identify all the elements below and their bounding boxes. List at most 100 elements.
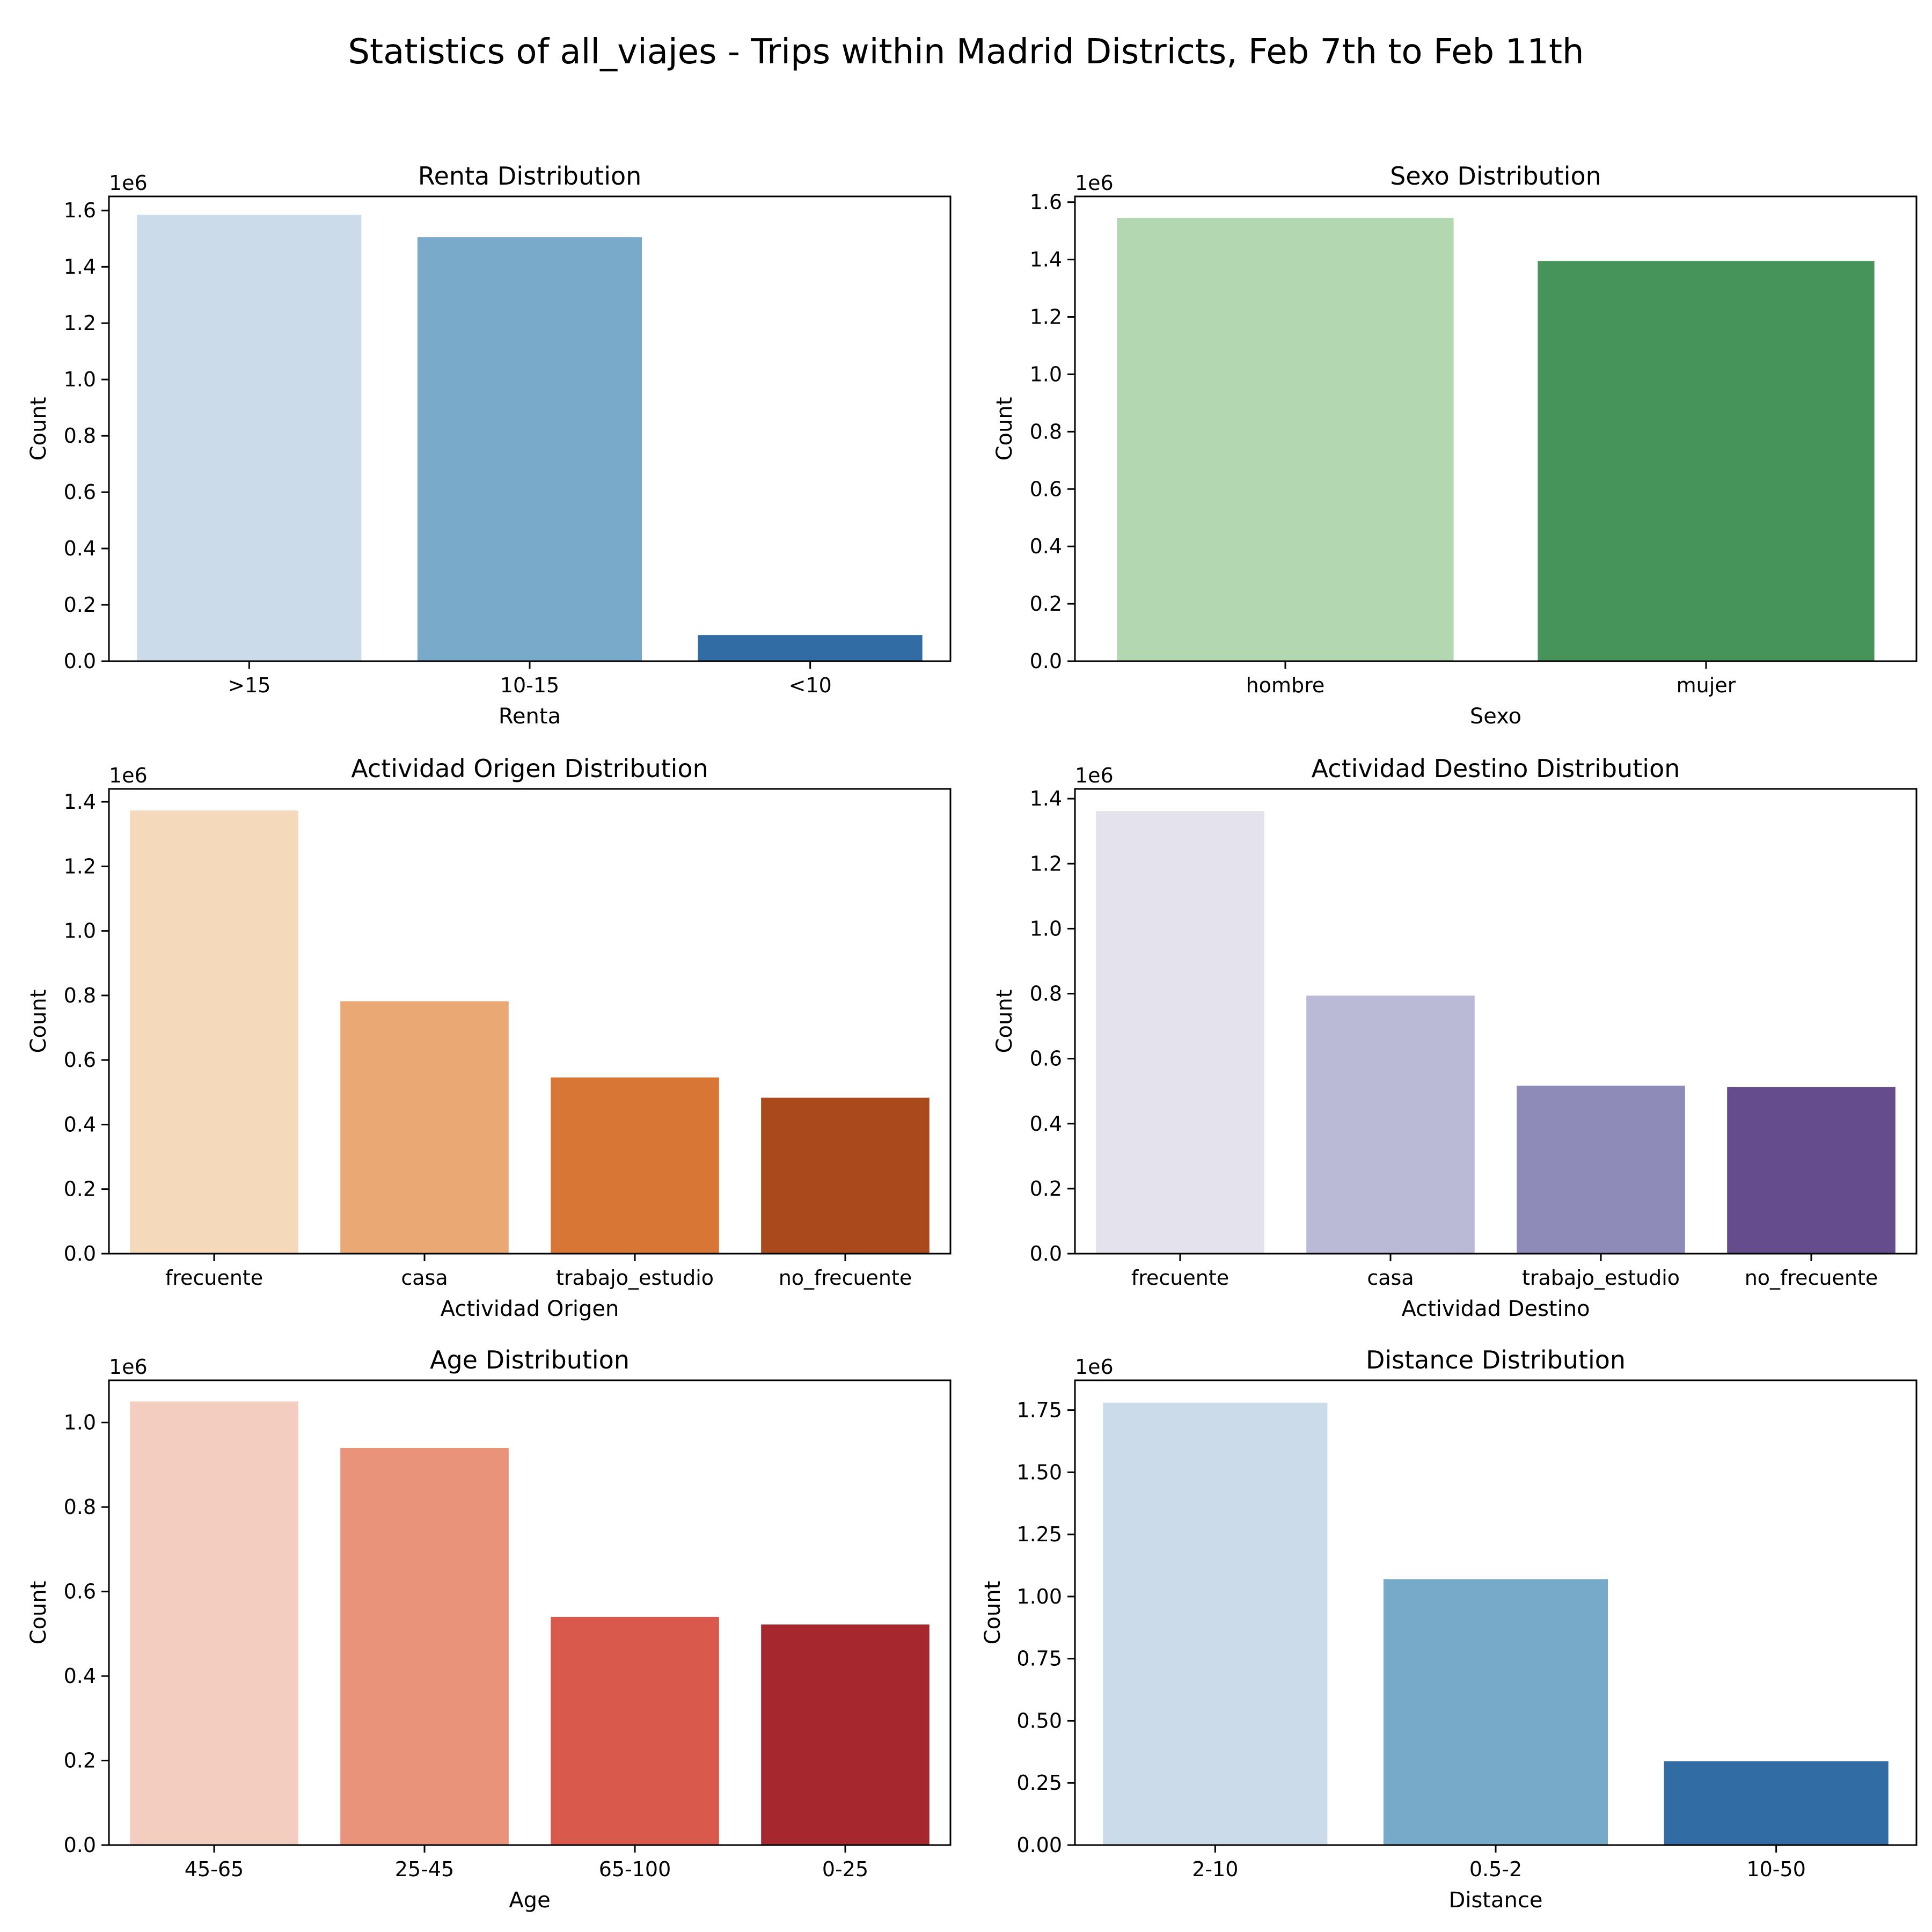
chart-actividad-origen-distribution-bar-casa	[340, 1001, 509, 1254]
chart-actividad-destino-distribution-bar-frecuente	[1096, 811, 1264, 1254]
chart-distance-distribution-bar-0-5-2	[1383, 1579, 1608, 1845]
chart-distance-distribution-bar-10-50	[1664, 1761, 1889, 1845]
panels-grid: 0.0 0.2 0.4 0.6 0.8 1.0 1.2 1.4 1.6 >15 10-15 <10 Re…	[26, 162, 1918, 1913]
chart-actividad-origen-distribution-xtick-label-casa: casa	[401, 1266, 448, 1290]
chart-distance-distribution-title: Distance Distribution	[1366, 1345, 1626, 1374]
chart-distance-distribution-xtick-label-10-50: 10-50	[1746, 1857, 1805, 1881]
chart-actividad-origen-distribution-ytick-label: 1.2	[64, 854, 96, 878]
chart-actividad-destino-distribution-xlabel: Actividad Destino	[1401, 1297, 1590, 1321]
chart-renta-distribution-ytick-label: 0.8	[64, 424, 96, 448]
chart-renta-distribution-bar-15	[137, 215, 362, 662]
chart-sexo-distribution-bar-mujer	[1538, 261, 1875, 661]
chart-actividad-destino-distribution-title: Actividad Destino Distribution	[1312, 754, 1680, 783]
chart-actividad-destino-distribution-ytick-label: 0.6	[1030, 1047, 1062, 1071]
chart-actividad-destino-distribution-ytick-label: 0.8	[1030, 982, 1062, 1006]
chart-age-distribution-bar-65-100	[551, 1616, 719, 1845]
chart-actividad-destino-distribution-frame	[1074, 788, 1918, 1255]
chart-sexo-distribution-xlabel: Sexo	[1470, 704, 1521, 729]
chart-age-distribution-ytick-label: 1.0	[64, 1411, 96, 1435]
chart-age-distribution-bar-25-45	[340, 1448, 509, 1845]
chart-renta-distribution-ytick-label: 1.4	[64, 255, 96, 279]
chart-age-distribution-ytick-label: 0.0	[64, 1833, 96, 1857]
chart-actividad-origen-distribution-ytick-label: 1.4	[64, 790, 96, 814]
chart-renta-distribution-ytick-label: 1.2	[64, 311, 96, 335]
chart-sexo-distribution: 0.0 0.2 0.4 0.6 0.8 1.0 1.2 1.4 1.6 hombre mujer Se…	[992, 162, 1918, 729]
chart-age-distribution-bar-45-65	[130, 1401, 298, 1845]
chart-actividad-origen-distribution-offset-text: 1e6	[109, 764, 148, 787]
chart-actividad-origen-distribution-ytick-label: 0.6	[64, 1048, 96, 1072]
chart-distance-distribution-offset-text: 1e6	[1075, 1355, 1114, 1379]
chart-actividad-destino-distribution-ytick-label: 0.2	[1030, 1177, 1062, 1201]
chart-actividad-destino-distribution-ytick-label: 1.0	[1030, 917, 1062, 940]
chart-renta-distribution-title: Renta Distribution	[418, 162, 642, 191]
chart-sexo-distribution-title: Sexo Distribution	[1390, 162, 1601, 191]
chart-distance-distribution-ylabel: Count	[980, 1581, 1005, 1645]
chart-sexo-distribution-ylabel: Count	[992, 397, 1017, 461]
chart-sexo-distribution-ytick-label: 1.0	[1030, 362, 1062, 386]
chart-renta-distribution: 0.0 0.2 0.4 0.6 0.8 1.0 1.2 1.4 1.6 >15 10-15 <10 Re…	[26, 162, 952, 729]
chart-distance-distribution-ytick-label: 1.75	[1016, 1399, 1062, 1422]
chart-renta-distribution-ytick-label: 0.2	[64, 593, 96, 617]
chart-distance-distribution-xlabel: Distance	[1449, 1888, 1543, 1913]
chart-actividad-origen-distribution-bar-no-frecuente	[761, 1097, 930, 1254]
chart-renta-distribution-bar-10-15	[417, 237, 642, 662]
chart-renta-distribution-xlabel: Renta	[499, 704, 561, 729]
chart-actividad-origen-distribution-ytick-label: 1.0	[64, 919, 96, 943]
chart-actividad-destino-distribution-bar-no-frecuente	[1727, 1087, 1896, 1254]
chart-sexo-distribution-ytick-label: 0.2	[1030, 592, 1062, 616]
chart-distance-distribution-bar-2-10	[1103, 1402, 1328, 1845]
chart-distance-distribution-xtick-label-2-10: 2-10	[1192, 1857, 1238, 1881]
chart-distance-distribution-ytick-label: 0.75	[1016, 1647, 1062, 1671]
chart-sexo-distribution-ytick-label: 0.4	[1030, 535, 1062, 558]
chart-actividad-origen-distribution-bar-trabajo-estudio	[551, 1077, 719, 1254]
chart-sexo-distribution-ytick-label: 0.6	[1030, 477, 1062, 501]
chart-renta-distribution-ytick-label: 0.4	[64, 537, 96, 560]
chart-renta-distribution-ylabel: Count	[26, 397, 51, 461]
chart-sexo-distribution-ytick-label: 0.8	[1030, 420, 1062, 443]
chart-actividad-origen-distribution-ytick-label: 0.2	[64, 1177, 96, 1201]
figure-title: Statistics of all_viajes - Trips within …	[348, 32, 1584, 72]
chart-distance-distribution-ytick-label: 0.00	[1016, 1833, 1062, 1857]
chart-actividad-origen-distribution-ylabel: Count	[26, 990, 51, 1053]
chart-age-distribution-xlabel: Age	[509, 1888, 550, 1913]
chart-sexo-distribution-ytick-label: 1.4	[1030, 248, 1062, 272]
chart-actividad-origen-distribution-ytick-label: 0.4	[64, 1113, 96, 1136]
chart-age-distribution-ytick-label: 0.4	[64, 1664, 96, 1688]
chart-sexo-distribution-ytick-label: 1.6	[1030, 191, 1062, 214]
chart-renta-distribution-xtick-label-10: <10	[789, 674, 832, 697]
chart-actividad-origen-distribution-xtick-label-trabajo-estudio: trabajo_estudio	[556, 1266, 714, 1290]
chart-age-distribution-ytick-label: 0.6	[64, 1580, 96, 1604]
chart-actividad-destino-distribution-xtick-label-frecuente: frecuente	[1131, 1266, 1229, 1290]
chart-renta-distribution-ytick-label: 1.0	[64, 368, 96, 391]
chart-distance-distribution: 0.00 0.25 0.50 0.75 1.00 1.25 1.50 1.75 2-10 0.5-…	[980, 1345, 1918, 1913]
chart-actividad-origen-distribution-title: Actividad Origen Distribution	[351, 754, 708, 783]
chart-age-distribution-xtick-label-0-25: 0-25	[822, 1857, 868, 1881]
chart-distance-distribution-ytick-label: 1.50	[1016, 1460, 1062, 1484]
chart-distance-distribution-ytick-label: 1.00	[1016, 1585, 1062, 1608]
chart-age-distribution-ytick-label: 0.2	[64, 1749, 96, 1773]
chart-actividad-destino-distribution-bar-casa	[1306, 996, 1475, 1254]
chart-age-distribution-bar-0-25	[761, 1624, 930, 1845]
chart-age-distribution-title: Age Distribution	[430, 1345, 630, 1374]
chart-actividad-origen-distribution: 0.0 0.2 0.4 0.6 0.8 1.0 1.2 1.4 frecuente casa tra…	[26, 754, 952, 1321]
chart-age-distribution-frame	[108, 1379, 952, 1846]
chart-actividad-destino-distribution: 0.0 0.2 0.4 0.6 0.8 1.0 1.2 1.4 frecuente casa tra…	[992, 754, 1918, 1321]
chart-age-distribution-ytick-label: 0.8	[64, 1495, 96, 1519]
chart-age-distribution-xtick-label-65-100: 65-100	[599, 1857, 671, 1881]
chart-actividad-destino-distribution-xtick-label-trabajo-estudio: trabajo_estudio	[1522, 1266, 1680, 1290]
chart-sexo-distribution-offset-text: 1e6	[1075, 171, 1114, 195]
chart-sexo-distribution-xtick-label-hombre: hombre	[1246, 674, 1325, 697]
chart-sexo-distribution-ytick-label: 0.0	[1030, 649, 1062, 673]
chart-distance-distribution-xtick-label-0-5-2: 0.5-2	[1469, 1857, 1522, 1881]
chart-sexo-distribution-frame	[1074, 195, 1918, 662]
chart-renta-distribution-frame	[108, 195, 952, 662]
chart-distance-distribution-ytick-label: 0.25	[1016, 1771, 1062, 1795]
chart-actividad-destino-distribution-xtick-label-no-frecuente: no_frecuente	[1745, 1266, 1878, 1290]
chart-renta-distribution-offset-text: 1e6	[109, 171, 148, 195]
chart-actividad-origen-distribution-xtick-label-frecuente: frecuente	[165, 1266, 263, 1290]
chart-actividad-origen-distribution-frame	[108, 788, 952, 1255]
chart-sexo-distribution-ytick-label: 1.2	[1030, 305, 1062, 329]
chart-age-distribution-offset-text: 1e6	[109, 1355, 148, 1379]
chart-age-distribution-xtick-label-25-45: 25-45	[395, 1857, 454, 1881]
